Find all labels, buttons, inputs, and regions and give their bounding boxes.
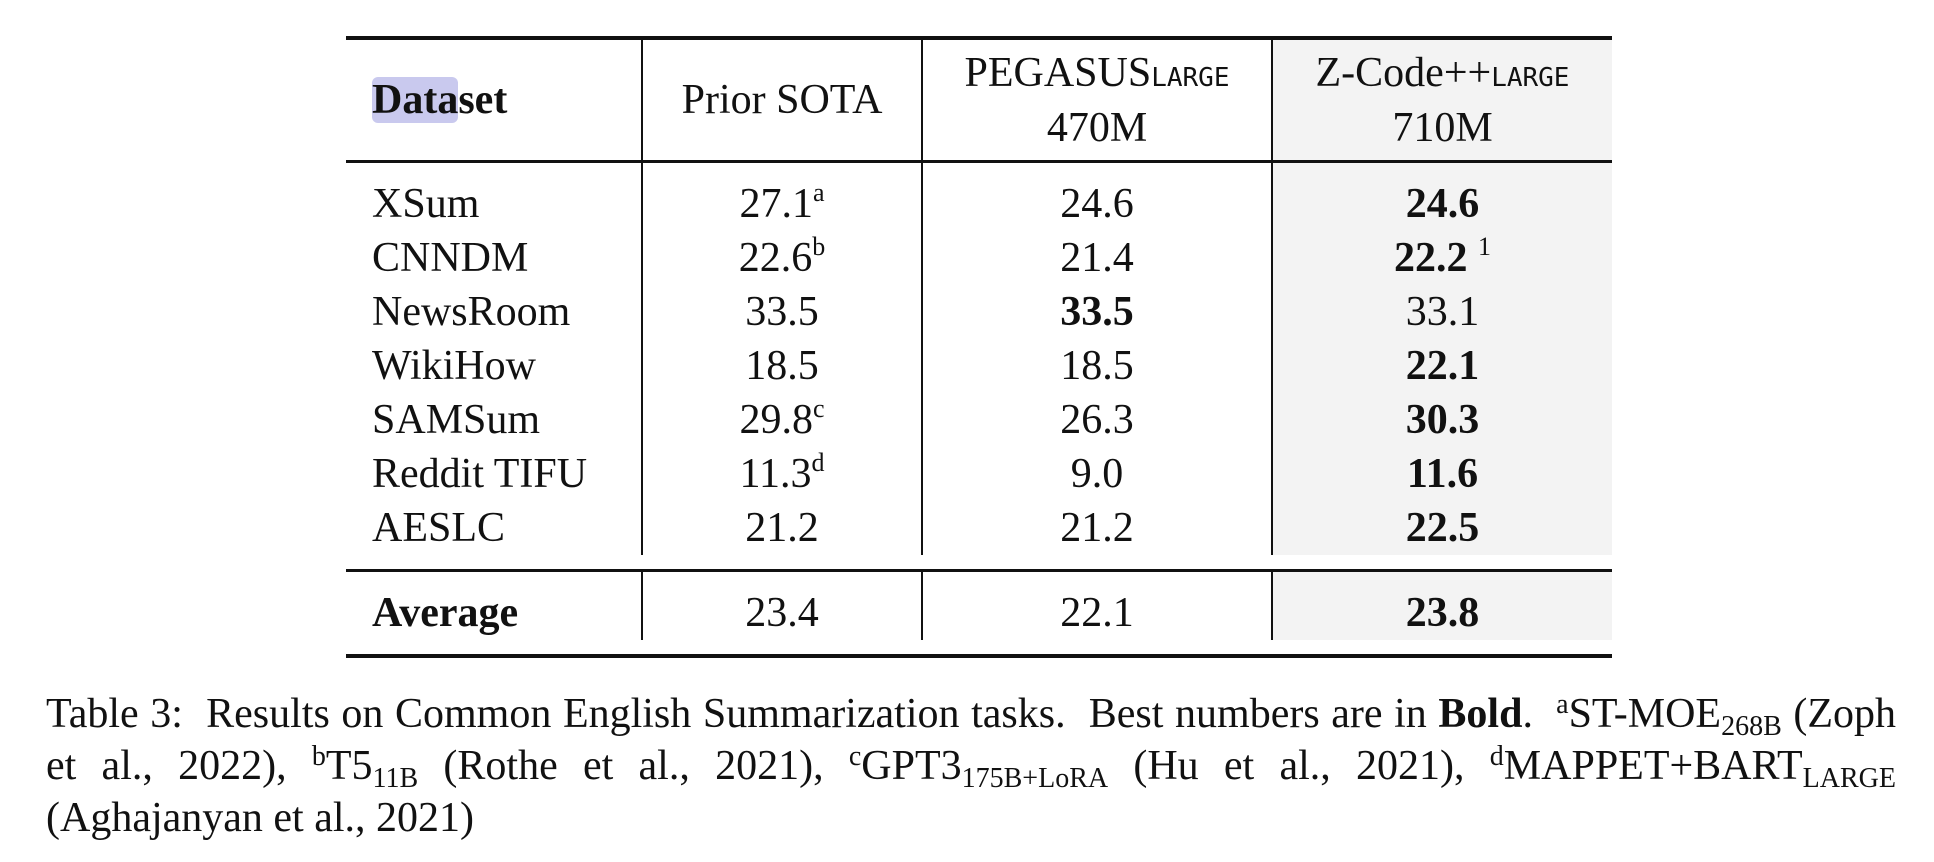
bottom-rule <box>346 654 1612 658</box>
body-table: XSum 27.1a 24.6 24.6 CNNDM 22.6b 21.4 22… <box>346 163 1612 569</box>
table-row: NewsRoom 33.5 33.5 33.1 <box>346 285 1612 339</box>
header-dataset: Dataset <box>346 40 643 160</box>
table-row: WikiHow 18.5 18.5 22.1 <box>346 339 1612 393</box>
results-table: Dataset Prior SOTA PEGASUSLARGE 470M Z-Co… <box>346 36 1612 658</box>
header-table: Dataset Prior SOTA PEGASUSLARGE 470M Z-Co… <box>346 40 1612 160</box>
header-pegasus: PEGASUSLARGE 470M <box>922 40 1273 160</box>
table-row: SAMSum 29.8c 26.3 30.3 <box>346 393 1612 447</box>
header-prior-sota: Prior SOTA <box>642 40 923 160</box>
average-table: Average 23.4 22.1 23.8 <box>346 572 1612 654</box>
selection-highlight: Data <box>372 77 459 123</box>
header-row: Dataset Prior SOTA PEGASUSLARGE 470M Z-Co… <box>346 40 1612 160</box>
table-caption: Table 3: Results on Common English Summa… <box>46 689 1896 842</box>
average-rule <box>346 569 1612 572</box>
average-row: Average 23.4 22.1 23.8 <box>346 586 1612 640</box>
table-row: AESLC 21.2 21.2 22.5 <box>346 501 1612 555</box>
table-row: XSum 27.1a 24.6 24.6 <box>346 177 1612 231</box>
header-zcode: Z-Code++LARGE 710M <box>1272 40 1612 160</box>
table-row: Reddit TIFU 11.3d 9.0 11.6 <box>346 447 1612 501</box>
header-rule <box>346 160 1612 163</box>
top-rule <box>346 36 1612 40</box>
table-row: CNNDM 22.6b 21.4 22.2 1 <box>346 231 1612 285</box>
